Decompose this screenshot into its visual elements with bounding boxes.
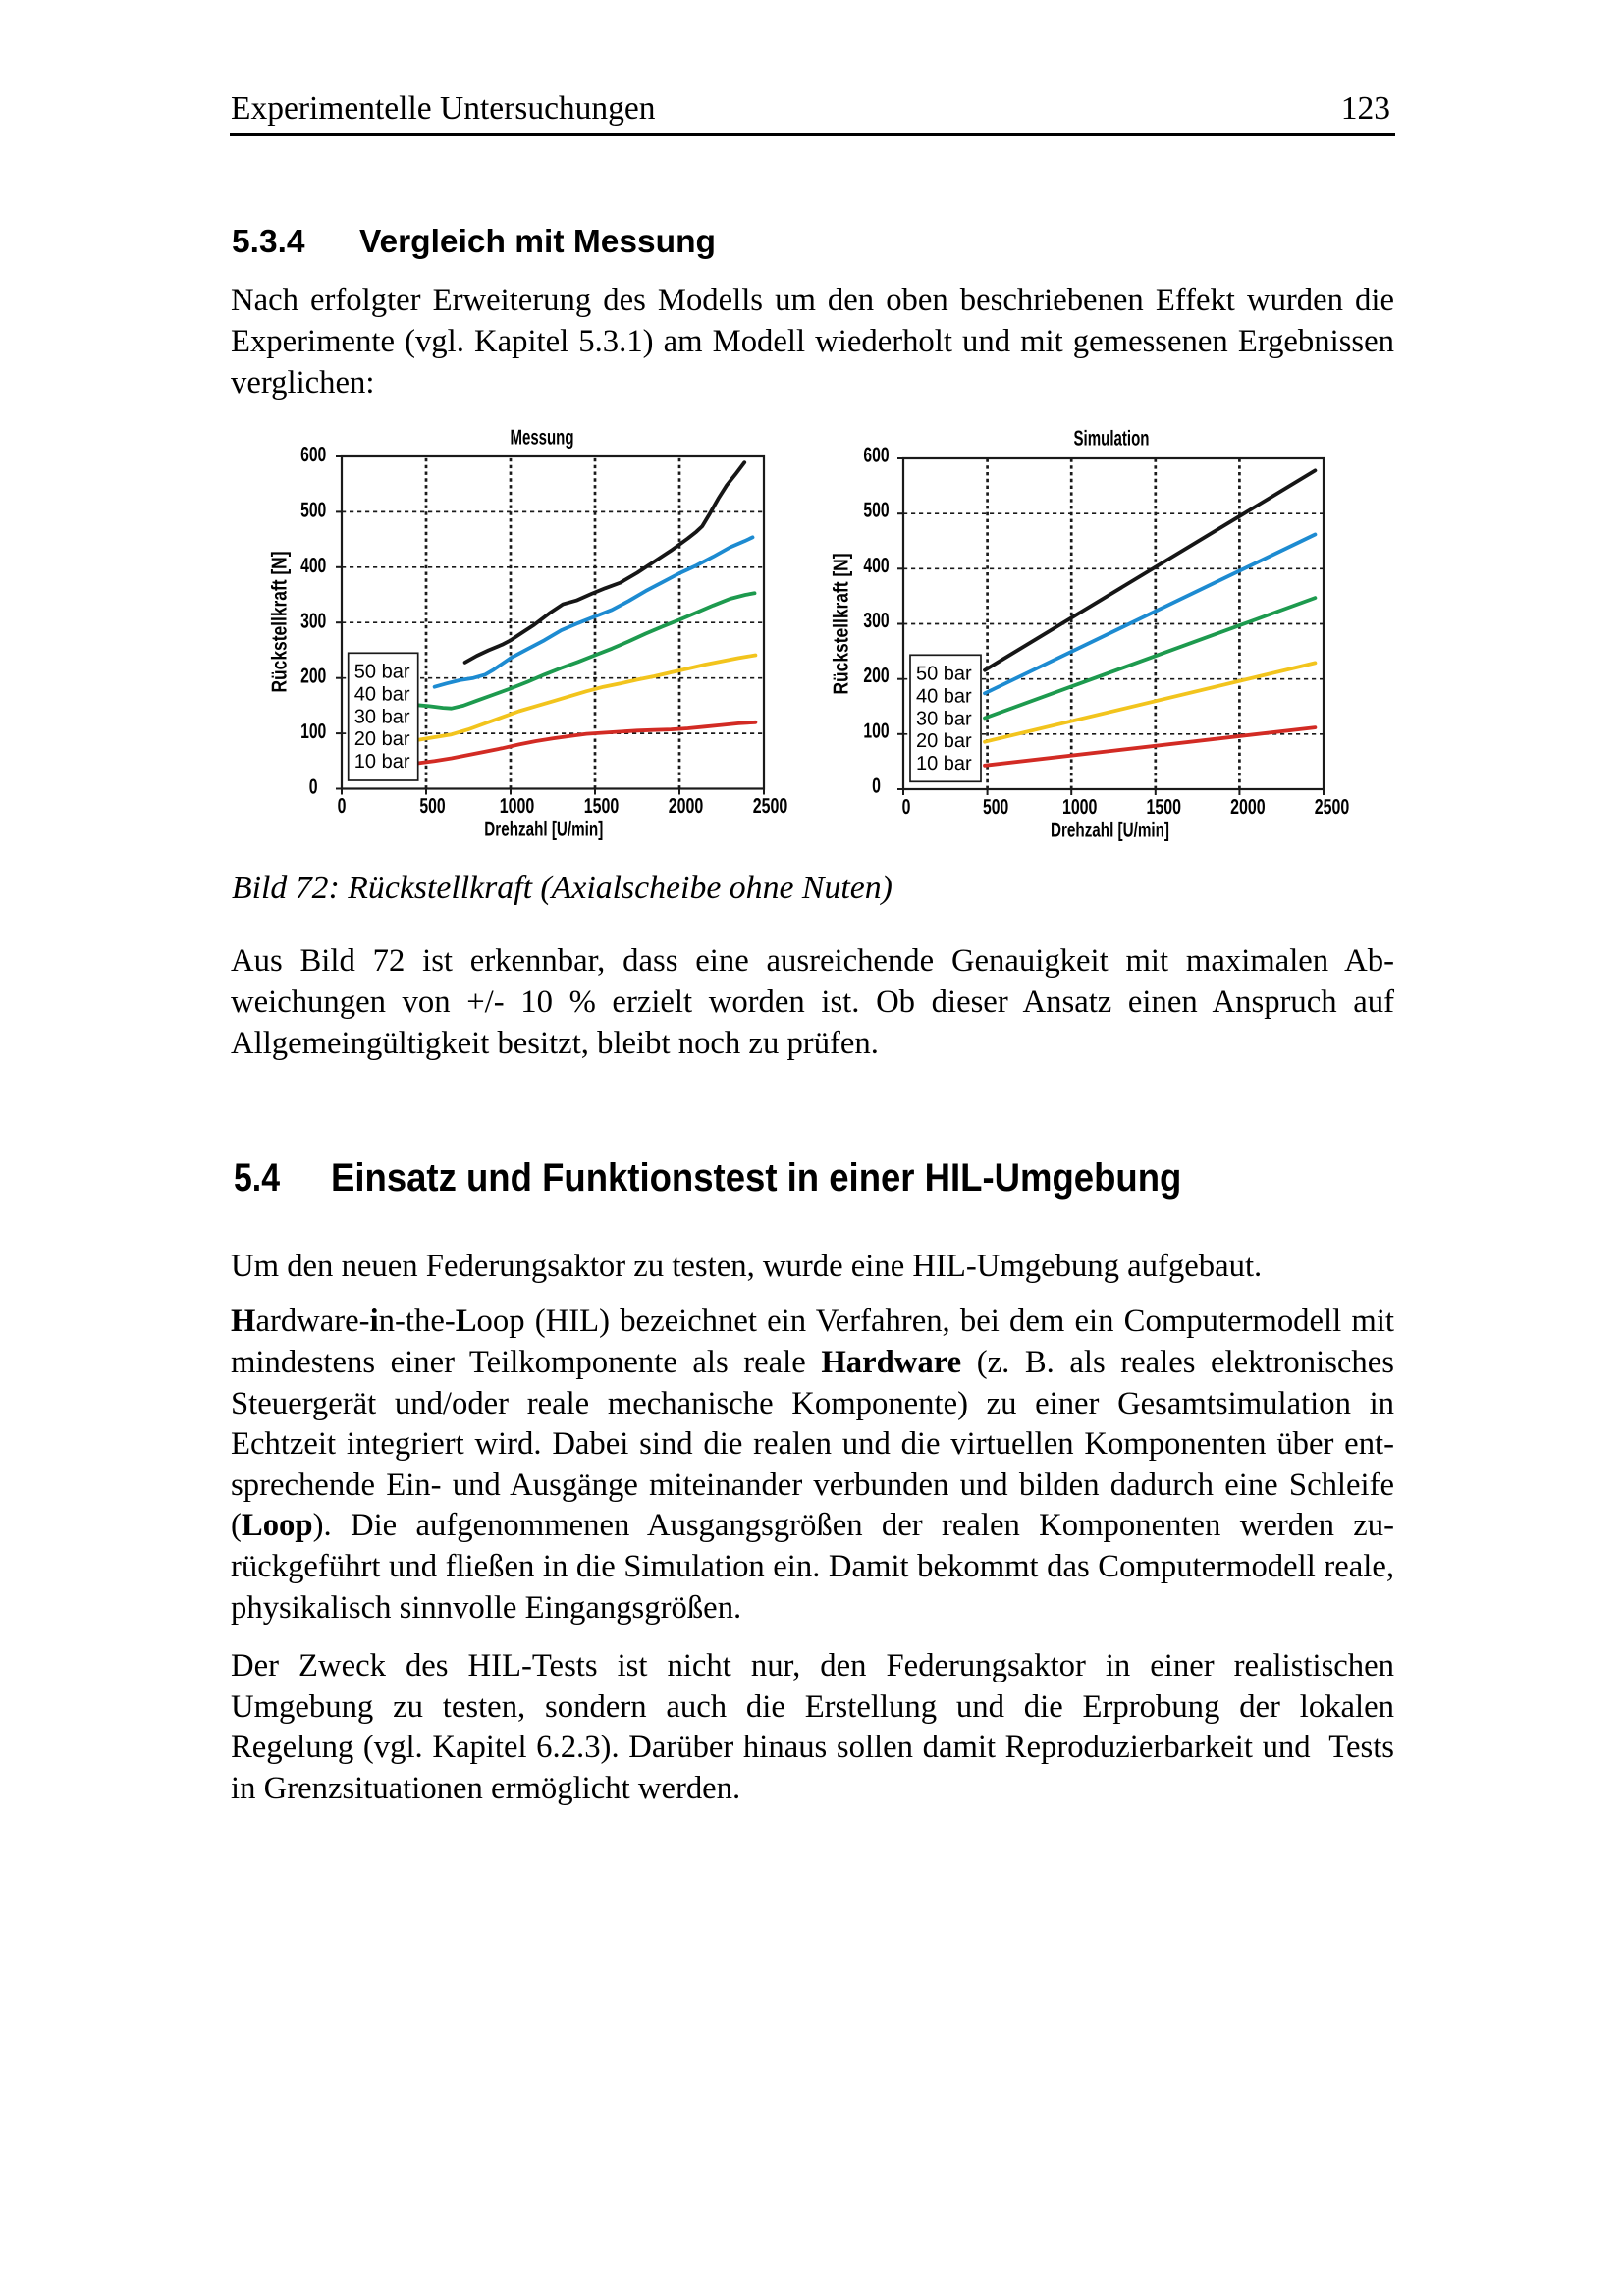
svg-text:Messung: Messung bbox=[511, 426, 574, 450]
svg-text:40 bar: 40 bar bbox=[916, 685, 972, 707]
svg-text:1500: 1500 bbox=[584, 794, 620, 818]
svg-text:100: 100 bbox=[863, 719, 889, 742]
svg-text:0: 0 bbox=[338, 794, 347, 818]
svg-text:2000: 2000 bbox=[669, 794, 704, 818]
svg-text:1500: 1500 bbox=[1147, 795, 1182, 819]
svg-text:Rückstellkraft [N]: Rückstellkraft [N] bbox=[268, 552, 292, 693]
svg-text:10 bar: 10 bar bbox=[354, 751, 410, 773]
svg-text:Drehzahl [U/min]: Drehzahl [U/min] bbox=[484, 818, 603, 841]
svg-text:30 bar: 30 bar bbox=[916, 708, 972, 729]
svg-text:500: 500 bbox=[419, 794, 445, 818]
svg-text:20 bar: 20 bar bbox=[916, 730, 972, 752]
svg-text:400: 400 bbox=[863, 554, 889, 577]
svg-text:0: 0 bbox=[902, 795, 911, 819]
svg-text:1000: 1000 bbox=[500, 794, 535, 818]
svg-text:100: 100 bbox=[300, 720, 326, 743]
svg-text:40 bar: 40 bar bbox=[354, 683, 410, 705]
svg-text:500: 500 bbox=[863, 499, 889, 522]
svg-text:Drehzahl [U/min]: Drehzahl [U/min] bbox=[1051, 819, 1169, 842]
svg-text:50 bar: 50 bar bbox=[354, 662, 410, 683]
svg-text:10 bar: 10 bar bbox=[916, 753, 972, 774]
svg-text:0: 0 bbox=[309, 775, 318, 799]
svg-text:200: 200 bbox=[863, 664, 889, 687]
svg-text:600: 600 bbox=[863, 444, 889, 467]
svg-text:200: 200 bbox=[300, 665, 326, 688]
svg-text:1000: 1000 bbox=[1062, 795, 1098, 819]
svg-text:0: 0 bbox=[872, 774, 881, 798]
svg-text:2500: 2500 bbox=[753, 794, 788, 818]
svg-text:500: 500 bbox=[983, 795, 1008, 819]
svg-text:300: 300 bbox=[300, 609, 326, 632]
svg-text:Simulation: Simulation bbox=[1074, 426, 1150, 450]
svg-text:300: 300 bbox=[863, 609, 889, 632]
svg-text:2000: 2000 bbox=[1230, 795, 1266, 819]
svg-text:20 bar: 20 bar bbox=[354, 728, 410, 750]
svg-text:Rückstellkraft [N]: Rückstellkraft [N] bbox=[830, 554, 853, 695]
svg-text:600: 600 bbox=[300, 443, 326, 466]
svg-text:400: 400 bbox=[300, 554, 326, 577]
svg-text:50 bar: 50 bar bbox=[916, 664, 972, 685]
svg-text:2500: 2500 bbox=[1315, 795, 1350, 819]
svg-text:500: 500 bbox=[300, 498, 326, 521]
svg-text:30 bar: 30 bar bbox=[354, 706, 410, 727]
